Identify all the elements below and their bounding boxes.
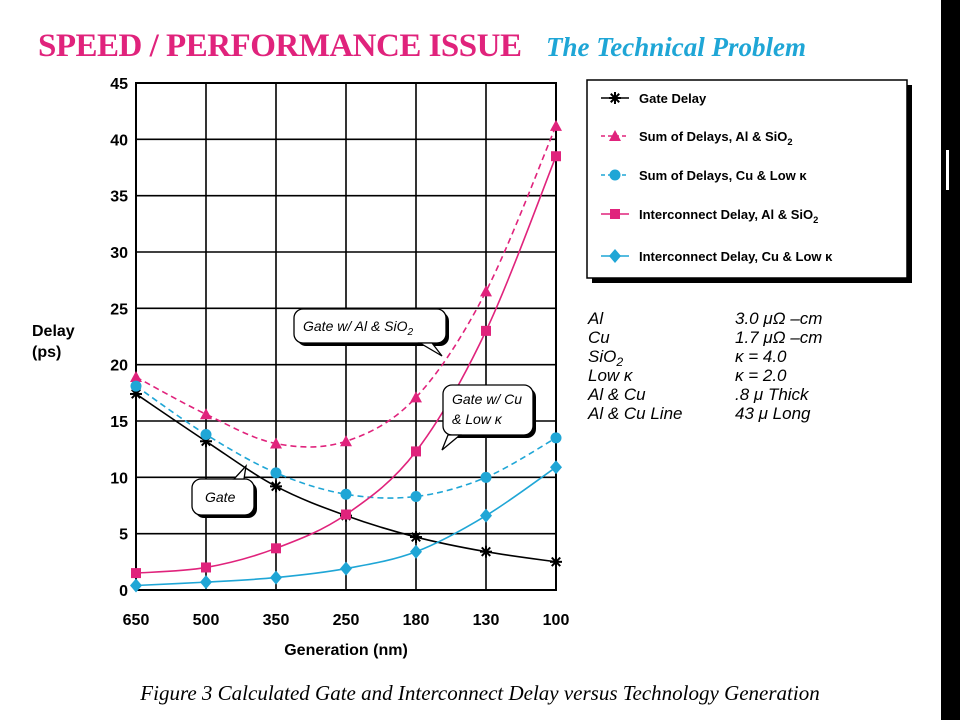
series-point-0 — [410, 531, 422, 544]
plot-frame — [135, 82, 557, 591]
y-tick-label: 15 — [110, 414, 128, 431]
x-tick-label: 180 — [403, 612, 430, 629]
x-tick-label: 250 — [333, 612, 360, 629]
series-point-4 — [130, 578, 142, 593]
series-point-3 — [481, 325, 491, 336]
callout-gate-al: Gate w/ Al & SiO2 — [303, 318, 414, 338]
series-point-1 — [200, 408, 212, 420]
chart-legend: Gate Delay Sum of Delays, Al & SiO2 Sum of… — [586, 79, 912, 283]
series-point-2 — [550, 432, 562, 444]
series-point-3 — [551, 151, 561, 162]
callout-gate: Gate — [205, 489, 236, 505]
property-value: 1.7 μΩ –cm — [735, 328, 822, 347]
legend-label: Sum of Delays, Al & SiO2 — [639, 129, 793, 147]
property-name: Al & Cu — [587, 385, 646, 404]
callout-box — [293, 308, 447, 344]
property-name: SiO2 — [588, 347, 623, 369]
callout-tail — [232, 463, 247, 480]
y-tick-label: 5 — [119, 527, 128, 544]
legend-label: Interconnect Delay, Cu & Low κ — [639, 249, 833, 264]
legend-marker — [609, 169, 621, 181]
series-point-0 — [550, 555, 562, 568]
x-tick-label: 350 — [263, 612, 290, 629]
x-tick-label: 130 — [473, 612, 500, 629]
y-tick-label: 30 — [110, 245, 128, 262]
property-value: κ = 4.0 — [735, 347, 787, 366]
legend-box — [586, 79, 908, 279]
y-tick-label: 45 — [110, 76, 128, 93]
property-value: 43 μ Long — [735, 404, 811, 423]
y-axis-label-line1: Delay — [32, 323, 75, 340]
series-point-1 — [130, 371, 142, 383]
x-axis-label: Generation (nm) — [284, 642, 408, 659]
series-point-4 — [480, 508, 492, 523]
series-point-0 — [270, 480, 282, 493]
series-point-2 — [130, 380, 142, 392]
property-name: Al — [587, 309, 604, 328]
series-point-1 — [340, 435, 352, 447]
property-value: 3.0 μΩ –cm — [735, 309, 822, 328]
right-edge-bar — [941, 0, 960, 720]
series-point-4 — [550, 460, 562, 475]
callout-box — [191, 478, 255, 516]
legend-marker — [610, 209, 620, 219]
callout-box — [442, 384, 534, 436]
y-tick-label: 25 — [110, 301, 128, 318]
chart-grid — [135, 82, 557, 591]
series-point-3 — [271, 543, 281, 554]
series-point-3 — [341, 509, 351, 520]
series-point-3 — [411, 446, 421, 457]
legend-marker — [609, 249, 621, 263]
legend-marker — [609, 130, 621, 141]
series-point-2 — [340, 488, 352, 500]
legend-label: Sum of Delays, Cu & Low κ — [639, 168, 807, 183]
series-point-2 — [480, 471, 492, 483]
callout-gate-cu-line1: Gate w/ Cu — [452, 391, 522, 407]
y-tick-label: 20 — [110, 358, 128, 375]
property-name: Cu — [588, 328, 610, 347]
y-tick-label: 40 — [110, 132, 128, 149]
legend-label: Interconnect Delay, Al & SiO2 — [639, 207, 818, 225]
series-point-4 — [410, 544, 422, 559]
series-point-1 — [550, 119, 562, 131]
y-axis-label-line2: (ps) — [32, 344, 61, 361]
series-point-2 — [410, 490, 422, 502]
property-value: .8 μ Thick — [735, 385, 810, 404]
property-value: κ = 2.0 — [735, 366, 787, 385]
callout-tail — [441, 434, 462, 451]
page-title: SPEED / PERFORMANCE ISSUE — [38, 28, 522, 64]
right-edge-mark — [946, 150, 949, 190]
material-properties: Al 3.0 μΩ –cm Cu 1.7 μΩ –cm SiO2 κ = 4.0 Low κ… — [587, 309, 822, 423]
y-tick-label: 10 — [110, 470, 128, 487]
series-point-2 — [200, 429, 212, 441]
delay-chart: 0 5 10 15 20 25 30 35 40 45 650 500 350 250 180 130 100 G… — [32, 76, 912, 659]
property-name: Al & Cu Line — [587, 404, 683, 423]
series-point-1 — [410, 391, 422, 403]
series-point-1 — [480, 285, 492, 297]
series-point-4 — [340, 561, 352, 576]
chart-callouts: Gate w/ Al & SiO2 Gate w/ Cu & Low κ Gate — [191, 308, 536, 518]
x-tick-label: 650 — [123, 612, 150, 629]
callout-tail — [417, 342, 443, 357]
callout-gate-cu-line2: & Low κ — [452, 411, 503, 427]
x-tick-label: 100 — [543, 612, 570, 629]
figure-caption: Figure 3 Calculated Gate and Interconnec… — [140, 681, 820, 705]
property-name: Low κ — [588, 366, 634, 385]
legend-marker — [609, 92, 621, 104]
y-tick-label: 35 — [110, 189, 128, 206]
series-point-3 — [201, 562, 211, 573]
series-point-3 — [131, 568, 141, 579]
series-point-4 — [270, 570, 282, 585]
series-point-0 — [480, 545, 492, 558]
legend-label: Gate Delay — [639, 91, 707, 106]
series-point-4 — [200, 575, 212, 590]
chart-axes: 0 5 10 15 20 25 30 35 40 45 650 500 350 250 180 130 100 G… — [32, 76, 569, 659]
page-subtitle: The Technical Problem — [546, 32, 806, 62]
series-point-2 — [270, 467, 282, 479]
series-point-1 — [270, 437, 282, 449]
y-tick-label: 0 — [119, 583, 128, 600]
x-tick-label: 500 — [193, 612, 220, 629]
chart-series — [130, 119, 562, 593]
